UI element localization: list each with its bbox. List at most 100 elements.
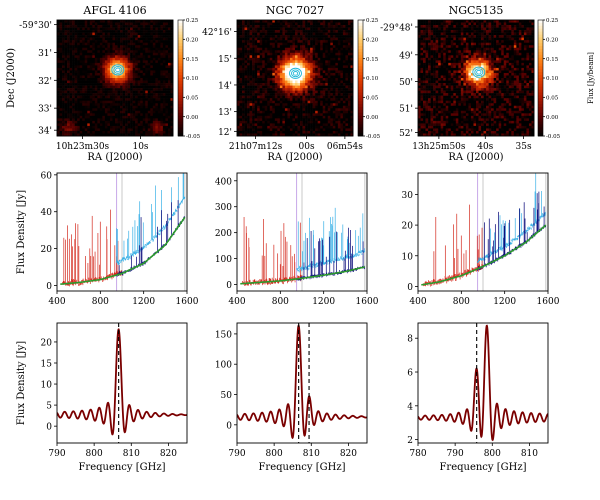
image-pixel [237, 25, 240, 28]
image-pixel [282, 37, 286, 41]
image-pixel [418, 70, 421, 74]
image-pixel [62, 123, 65, 127]
image-pixel [115, 35, 118, 38]
image-pixel [109, 40, 113, 43]
image-pixel [292, 57, 296, 61]
image-pixel [443, 45, 447, 49]
image-pixel [274, 47, 278, 51]
image-pixel [302, 70, 306, 74]
image-pixel [155, 35, 159, 38]
image-pixel [292, 30, 296, 33]
image-pixel [335, 103, 339, 107]
image-pixel [239, 103, 243, 107]
colorbar-step [178, 133, 183, 137]
image-pixel [345, 22, 349, 26]
image-pixel [57, 65, 60, 69]
image-pixel [107, 95, 111, 99]
image-pixel [315, 113, 318, 117]
image-pixel [305, 113, 308, 117]
image-pixel [330, 125, 334, 129]
image-pixel [337, 83, 341, 86]
image-pixel [345, 65, 349, 69]
image-pixel [57, 103, 60, 107]
image-pixel [135, 35, 138, 38]
image-pixel [74, 100, 78, 104]
image-pixel [82, 20, 86, 23]
image-pixel [140, 40, 144, 43]
image-pixel [72, 105, 75, 109]
image-pixel [433, 123, 436, 127]
image-pixel [125, 75, 128, 79]
image-pixel [82, 78, 86, 81]
image-pixel [335, 110, 339, 114]
image-pixel [89, 115, 93, 119]
image-pixel [287, 55, 291, 59]
image-pixel [84, 60, 88, 64]
image-pixel [292, 42, 296, 46]
image-pixel [433, 42, 436, 46]
image-pixel [107, 47, 111, 51]
image-pixel [302, 98, 306, 101]
image-pixel [430, 42, 434, 46]
image-pixel [325, 27, 329, 31]
image-pixel [107, 35, 111, 38]
image-pixel [145, 45, 149, 49]
image-pixel [418, 32, 421, 36]
image-pixel [92, 75, 96, 79]
image-pixel [249, 75, 253, 79]
image-pixel [109, 75, 113, 79]
image-pixel [282, 120, 286, 124]
image-pixel [109, 90, 113, 94]
image-pixel [433, 67, 436, 71]
image-pixel [152, 133, 156, 137]
image-pixel [264, 62, 268, 66]
image-pixel [140, 93, 144, 96]
image-pixel [170, 35, 174, 38]
image-pixel [109, 25, 113, 28]
image-pixel [237, 108, 240, 112]
image-pixel [332, 50, 336, 54]
image-pixel [322, 70, 326, 74]
image-pixel [57, 57, 60, 61]
image-pixel [430, 90, 434, 94]
image-pixel [423, 37, 426, 41]
image-pixel [89, 22, 93, 26]
image-pixel [239, 67, 243, 71]
image-pixel [310, 93, 313, 96]
image-pixel [435, 40, 439, 43]
image-pixel [287, 108, 291, 112]
image-pixel [282, 62, 286, 66]
image-pixel [59, 83, 63, 86]
image-pixel [125, 133, 128, 137]
image-pixel [69, 83, 73, 86]
image-pixel [272, 65, 276, 69]
image-pixel [279, 80, 283, 84]
image-pixel [87, 120, 91, 124]
image-pixel [237, 100, 240, 104]
image-pixel [272, 75, 276, 79]
image-pixel [137, 72, 141, 76]
image-pixel [322, 62, 326, 66]
colorbar-step [358, 46, 363, 50]
image-pixel [64, 100, 68, 104]
image-pixel [312, 113, 316, 117]
image-pixel [115, 98, 118, 101]
image-pixel [237, 70, 240, 74]
image-pixel [340, 128, 344, 132]
image-pixel [448, 113, 452, 117]
image-pixel [420, 47, 424, 51]
image-pixel [242, 55, 245, 59]
image-pixel [239, 123, 243, 127]
image-pixel [264, 80, 268, 84]
image-pixel [300, 42, 303, 46]
image-pixel [305, 78, 308, 81]
image-pixel [262, 22, 266, 26]
image-pixel [302, 55, 306, 59]
image-pixel [89, 30, 93, 33]
image-pixel [257, 105, 260, 109]
image-pixel [112, 42, 116, 46]
image-pixel [74, 35, 78, 38]
image-pixel [292, 40, 296, 43]
image-pixel [165, 35, 169, 38]
image-pixel [310, 100, 313, 104]
